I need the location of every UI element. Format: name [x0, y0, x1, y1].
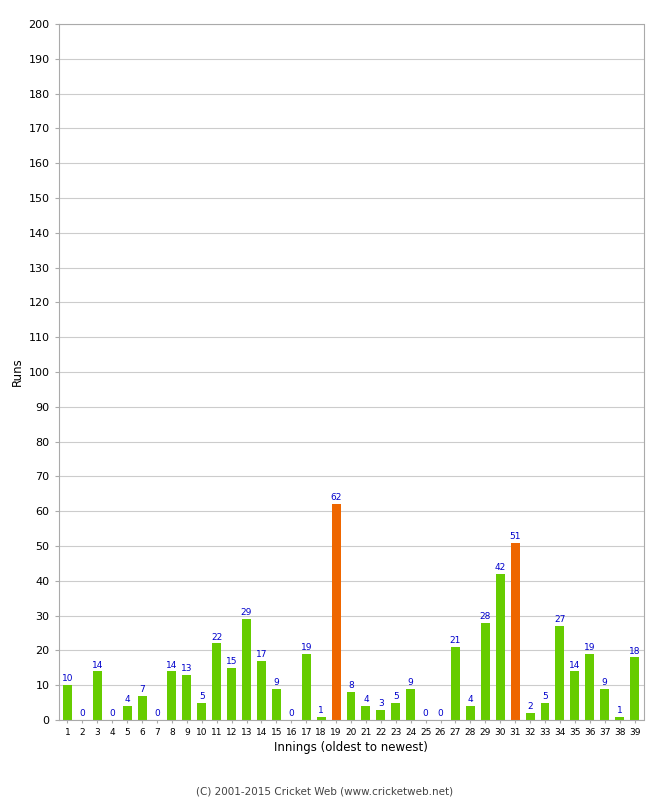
Bar — [541, 702, 549, 720]
Bar — [346, 692, 356, 720]
Text: 29: 29 — [241, 608, 252, 618]
Bar — [585, 654, 594, 720]
Text: 0: 0 — [79, 710, 85, 718]
Text: 51: 51 — [510, 532, 521, 541]
Bar — [511, 542, 519, 720]
Text: 21: 21 — [450, 636, 461, 645]
Text: 27: 27 — [554, 615, 565, 624]
Bar — [376, 710, 385, 720]
Bar — [138, 696, 146, 720]
Text: 22: 22 — [211, 633, 222, 642]
Text: 1: 1 — [617, 706, 623, 714]
Text: 10: 10 — [62, 674, 73, 683]
Bar — [391, 702, 400, 720]
Bar — [227, 668, 236, 720]
Bar — [615, 717, 624, 720]
Text: 8: 8 — [348, 682, 354, 690]
Text: 4: 4 — [124, 695, 130, 704]
Text: 18: 18 — [629, 646, 640, 656]
Bar — [630, 658, 639, 720]
Bar — [600, 689, 609, 720]
Text: 28: 28 — [480, 612, 491, 621]
Bar — [496, 574, 504, 720]
Text: 2: 2 — [527, 702, 533, 711]
Text: 5: 5 — [199, 692, 205, 701]
X-axis label: Innings (oldest to newest): Innings (oldest to newest) — [274, 741, 428, 754]
Bar — [272, 689, 281, 720]
Text: 62: 62 — [330, 494, 342, 502]
Text: 1: 1 — [318, 706, 324, 714]
Text: 9: 9 — [408, 678, 413, 687]
Bar — [168, 671, 176, 720]
Text: 5: 5 — [542, 692, 548, 701]
Text: 0: 0 — [154, 710, 160, 718]
Text: 19: 19 — [584, 643, 595, 652]
Bar — [302, 654, 311, 720]
Text: 0: 0 — [437, 710, 443, 718]
Text: 0: 0 — [289, 710, 294, 718]
Text: 14: 14 — [166, 661, 177, 670]
Bar — [361, 706, 370, 720]
Bar — [406, 689, 415, 720]
Text: 13: 13 — [181, 664, 192, 673]
Text: 9: 9 — [602, 678, 608, 687]
Bar — [183, 674, 191, 720]
Bar — [212, 643, 221, 720]
Text: 0: 0 — [422, 710, 428, 718]
Text: 14: 14 — [92, 661, 103, 670]
Text: 3: 3 — [378, 699, 384, 708]
Text: 4: 4 — [363, 695, 369, 704]
Bar — [257, 661, 266, 720]
Bar — [451, 647, 460, 720]
Text: 0: 0 — [109, 710, 115, 718]
Bar — [123, 706, 131, 720]
Text: 42: 42 — [495, 563, 506, 572]
Text: 7: 7 — [139, 685, 145, 694]
Bar — [198, 702, 206, 720]
Bar — [466, 706, 475, 720]
Bar — [332, 504, 341, 720]
Text: 19: 19 — [300, 643, 312, 652]
Text: 9: 9 — [274, 678, 280, 687]
Text: 14: 14 — [569, 661, 580, 670]
Bar — [317, 717, 326, 720]
Bar — [481, 622, 490, 720]
Bar — [93, 671, 102, 720]
Bar — [571, 671, 579, 720]
Y-axis label: Runs: Runs — [11, 358, 24, 386]
Bar — [63, 685, 72, 720]
Text: (C) 2001-2015 Cricket Web (www.cricketweb.net): (C) 2001-2015 Cricket Web (www.cricketwe… — [196, 786, 454, 796]
Text: 17: 17 — [255, 650, 267, 659]
Text: 15: 15 — [226, 657, 237, 666]
Text: 5: 5 — [393, 692, 398, 701]
Bar — [526, 713, 534, 720]
Text: 4: 4 — [467, 695, 473, 704]
Bar — [242, 619, 251, 720]
Bar — [556, 626, 564, 720]
